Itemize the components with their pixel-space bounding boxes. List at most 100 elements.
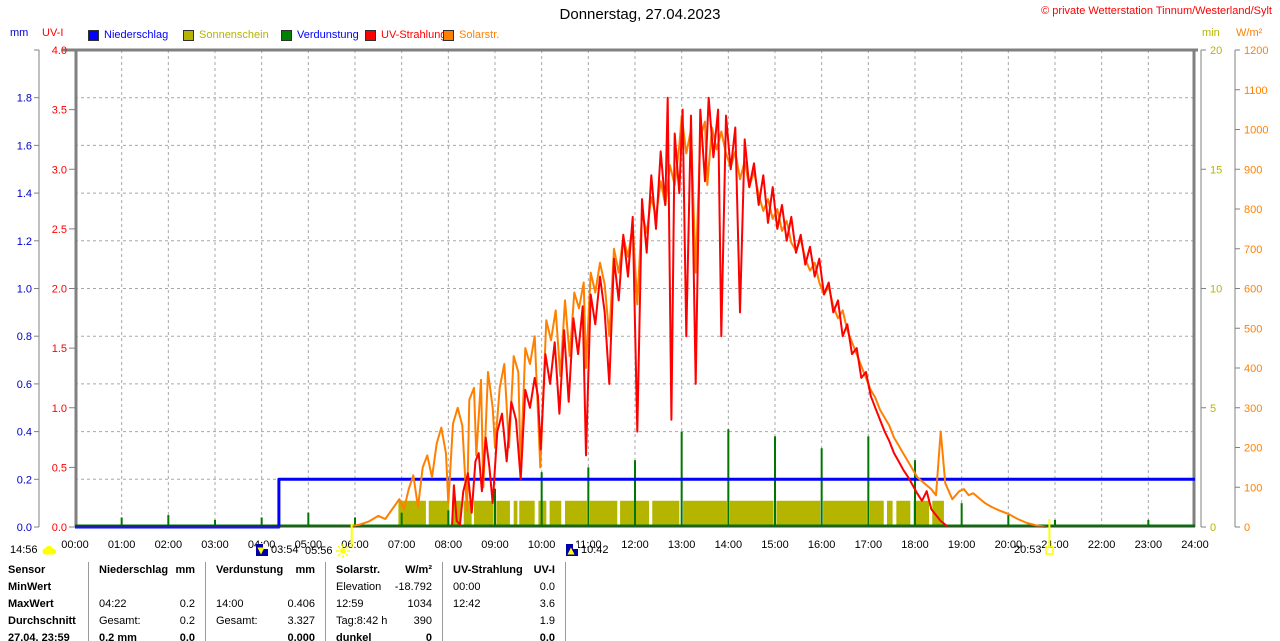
cloud-icon bbox=[41, 545, 57, 555]
w-axis-tick-label: 900 bbox=[1244, 164, 1262, 176]
legend-item-niederschlag: Niederschlag bbox=[88, 29, 168, 41]
table-cell-value: 0.406 bbox=[287, 598, 315, 610]
table-cell-label: Elevation bbox=[336, 581, 382, 593]
mm-axis-tick-label: 1.0 bbox=[17, 284, 32, 296]
x-axis-tick-label: 16:00 bbox=[808, 539, 836, 551]
w-axis-tick-label: 600 bbox=[1244, 284, 1262, 296]
moonset-annotation: 03:54 bbox=[256, 544, 299, 556]
uv-axis-tick-label: 4.0 bbox=[52, 45, 67, 57]
table-cell: dunkel 0 bbox=[325, 630, 442, 641]
table-cell: 1.9 bbox=[442, 613, 566, 630]
w-axis-tick-label: 500 bbox=[1244, 323, 1262, 335]
table-cell: Tag:8:42 h 390 bbox=[325, 613, 442, 630]
page-title: Donnerstag, 27.04.2023 bbox=[559, 6, 721, 23]
table-row-label: MaxWert bbox=[8, 598, 54, 610]
table-cell-label: 12:42 bbox=[453, 598, 481, 610]
moonrise-annotation: 10:42 bbox=[566, 544, 609, 556]
sunshine-bar bbox=[513, 500, 518, 526]
mm-axis-tick-label: 0.8 bbox=[17, 331, 32, 343]
legend-swatch-icon bbox=[88, 29, 99, 41]
w-axis-tick-label: 1200 bbox=[1244, 45, 1268, 57]
uv-axis-tick-label: 2.0 bbox=[52, 284, 67, 296]
min-axis-tick-label: 5 bbox=[1210, 403, 1216, 415]
x-axis-tick-label: 18:00 bbox=[901, 539, 929, 551]
table-cell-value: 3.6 bbox=[539, 598, 555, 610]
w-axis-tick-label: 800 bbox=[1244, 204, 1262, 216]
table-cell-label: dunkel bbox=[336, 632, 372, 641]
x-axis-tick-label: 22:00 bbox=[1088, 539, 1116, 551]
w-axis-tick-label: 0 bbox=[1244, 522, 1250, 534]
sunshine-bar bbox=[463, 500, 472, 526]
chart-legend: Niederschlag Sonnenschein Verdunstung UV-St… bbox=[0, 29, 1280, 43]
table-cell: Gesamt: 0.2 bbox=[88, 613, 205, 630]
table-cell-value: 0.0 bbox=[539, 632, 555, 641]
moonrise-icon bbox=[566, 544, 578, 556]
table-cell-value: 3.327 bbox=[287, 615, 315, 627]
sunshine-bar bbox=[776, 500, 821, 526]
min-axis-tick-label: 20 bbox=[1210, 45, 1222, 57]
sunshine-bar bbox=[565, 500, 587, 526]
w-axis-tick-label: 100 bbox=[1244, 482, 1262, 494]
uvi-axis-unit-label: UV-I bbox=[42, 27, 64, 39]
sunrise-annotation: 05:56 bbox=[305, 544, 350, 558]
uv-axis-tick-label: 1.5 bbox=[52, 343, 67, 355]
legend-swatch-icon bbox=[365, 29, 376, 41]
table-cell-value: W/m² bbox=[405, 564, 432, 576]
min-axis-unit-label: min bbox=[1202, 27, 1220, 39]
table-cell-value: 0.000 bbox=[287, 632, 315, 641]
table-cell-value: -18.792 bbox=[394, 581, 432, 593]
x-axis-tick-label: 14:00 bbox=[715, 539, 743, 551]
x-axis-tick-label: 11:00 bbox=[575, 539, 602, 551]
table-cell-value: mm bbox=[295, 564, 315, 576]
mm-axis-tick-label: 0.0 bbox=[17, 522, 32, 534]
x-axis-tick-label: 17:00 bbox=[855, 539, 883, 551]
table-cell bbox=[88, 579, 205, 596]
table-row: 27.04. 23:59 0.2 mm 0.0 0.000 dunkel 0 0.0 bbox=[8, 630, 566, 641]
solarstr.-line bbox=[350, 115, 1046, 528]
sunshine-bar bbox=[913, 500, 929, 526]
sunshine-bar bbox=[869, 500, 884, 526]
table-cell-label: Solarstr. bbox=[336, 564, 381, 576]
mm-axis-unit-label: mm bbox=[10, 27, 29, 39]
table-cell-label: Verdunstung bbox=[216, 564, 284, 576]
moon-note-time: 14:56 bbox=[10, 544, 38, 556]
x-axis-tick-label: 05:00 bbox=[295, 539, 323, 551]
w-axis-tick-label: 1100 bbox=[1244, 85, 1268, 97]
table-row: Durchschnitt Gesamt: 0.2 Gesamt: 3.327 Tag:8:… bbox=[8, 613, 566, 630]
sunshine-bar bbox=[823, 500, 867, 526]
x-axis-tick-label: 13:00 bbox=[668, 539, 696, 551]
x-axis-tick-label: 10:00 bbox=[528, 539, 556, 551]
min-axis-tick-label: 10 bbox=[1210, 284, 1222, 296]
moonset-icon bbox=[256, 544, 268, 556]
uv-axis-tick-label: 0.5 bbox=[52, 462, 67, 474]
legend-swatch-icon bbox=[443, 29, 454, 41]
table-cell-label: 0.2 mm bbox=[99, 632, 137, 641]
sunshine-bar bbox=[652, 500, 680, 526]
x-axis-tick-label: 09:00 bbox=[481, 539, 509, 551]
w-axis-tick-label: 200 bbox=[1244, 443, 1262, 455]
x-axis-tick-label: 01:00 bbox=[108, 539, 136, 551]
x-axis-tick-label: 02:00 bbox=[155, 539, 183, 551]
table-cell: 0.000 bbox=[205, 630, 325, 641]
table-cell: 14:00 0.406 bbox=[205, 596, 325, 613]
moonset-time: 03:54 bbox=[271, 544, 299, 556]
moonrise-time: 10:42 bbox=[581, 544, 609, 556]
summary-table: Sensor Niederschlag mm Verdunstung mm Solarst… bbox=[8, 562, 566, 641]
sunshine-bar bbox=[474, 500, 494, 526]
sunshine-bar bbox=[887, 500, 893, 526]
table-cell-label: 14:00 bbox=[216, 598, 244, 610]
legend-swatch-icon bbox=[281, 29, 292, 41]
table-cell-value: 1.9 bbox=[539, 615, 555, 627]
legend-item-uvstrahlung: UV-Strahlung bbox=[365, 29, 446, 41]
table-cell-label: 12:59 bbox=[336, 598, 364, 610]
sunset-annotation: 20:53 bbox=[1014, 544, 1054, 556]
legend-item-sonnenschein: Sonnenschein bbox=[183, 29, 269, 41]
sunset-square-icon bbox=[1044, 545, 1054, 555]
table-cell: Gesamt: 3.327 bbox=[205, 613, 325, 630]
table-cell: 0.2 mm 0.0 bbox=[88, 630, 205, 641]
mm-axis-tick-label: 0.4 bbox=[17, 427, 32, 439]
legend-label: Niederschlag bbox=[104, 29, 169, 41]
table-cell-value: 390 bbox=[413, 615, 432, 627]
x-axis-tick-label: 12:00 bbox=[621, 539, 649, 551]
